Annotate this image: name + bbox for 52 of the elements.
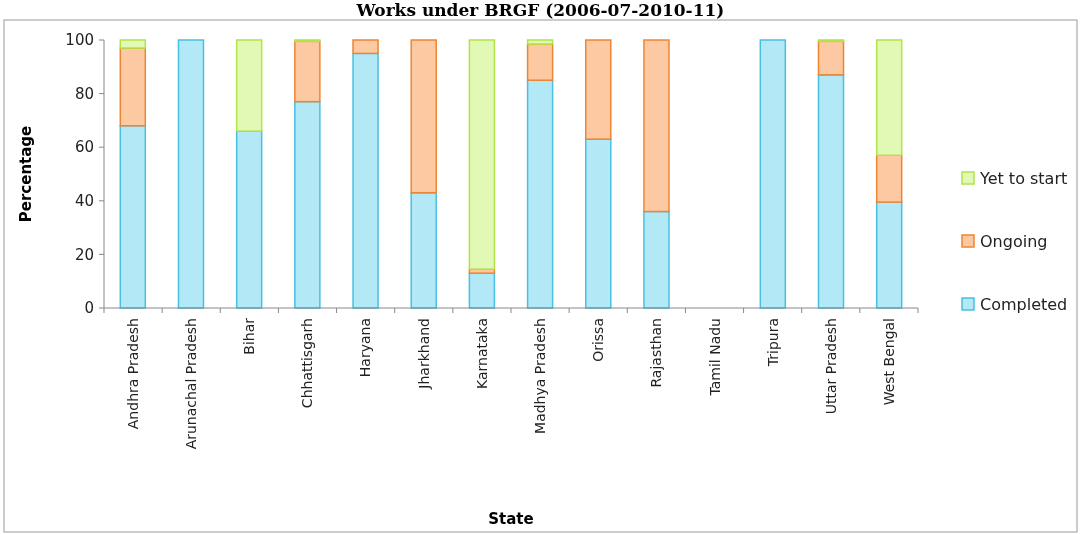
x-tick-label: Chhattisgarh	[299, 318, 316, 409]
bar	[294, 40, 321, 103]
bar	[526, 39, 554, 45]
bar	[294, 100, 321, 309]
bar	[352, 52, 379, 309]
legend-label: Yet to start	[979, 168, 1068, 188]
y-axis-title: Percentage	[17, 125, 35, 223]
x-tick-label: West Bengal	[881, 318, 898, 406]
x-tick-label: Haryana	[357, 318, 374, 378]
bar	[410, 192, 437, 309]
bar	[119, 47, 147, 127]
x-tick-label: Madhya Pradesh	[531, 318, 548, 434]
x-tick-label: Jharkhand	[415, 318, 432, 390]
y-tick-label: 20	[74, 245, 94, 264]
y-tick-label: 0	[84, 299, 94, 318]
bar	[235, 39, 263, 132]
x-tick-label: Orissa	[590, 318, 607, 362]
y-tick-label: 60	[74, 138, 94, 157]
chart-title: Works under BRGF (2006-07-2010-11)	[355, 0, 725, 20]
legend-label: Completed	[980, 294, 1068, 314]
bar	[817, 74, 845, 309]
bar	[875, 39, 903, 156]
bar	[352, 39, 379, 55]
bar	[526, 79, 554, 309]
x-tick-label: Andhra Pradesh	[124, 318, 141, 430]
bar	[817, 40, 845, 76]
x-tick-label: Tripura	[764, 318, 781, 368]
bar	[643, 39, 670, 213]
y-tick-label: 40	[74, 192, 94, 211]
bar	[759, 39, 787, 309]
x-tick-label: Bihar	[241, 317, 258, 355]
bar	[526, 43, 554, 81]
x-tick-label: Rajasthan	[648, 318, 665, 388]
bar	[468, 39, 496, 270]
bar	[177, 39, 205, 309]
bar	[875, 154, 903, 203]
bar	[875, 201, 903, 309]
x-tick-label: Tamil Nadu	[706, 318, 723, 397]
x-axis-title: State	[488, 510, 534, 528]
legend-label: Ongoing	[980, 231, 1048, 251]
bar	[410, 39, 437, 194]
bar	[585, 138, 612, 309]
bar	[119, 39, 147, 49]
bar	[235, 130, 263, 309]
x-tick-label: Karnataka	[473, 318, 490, 389]
bar	[119, 125, 147, 309]
bar	[585, 39, 612, 140]
x-tick-label: Arunachal Pradesh	[182, 318, 199, 450]
y-tick-label: 100	[65, 31, 94, 50]
x-tick-label: Uttar Pradesh	[822, 318, 839, 415]
bar	[643, 210, 670, 309]
y-tick-label: 80	[74, 84, 94, 103]
